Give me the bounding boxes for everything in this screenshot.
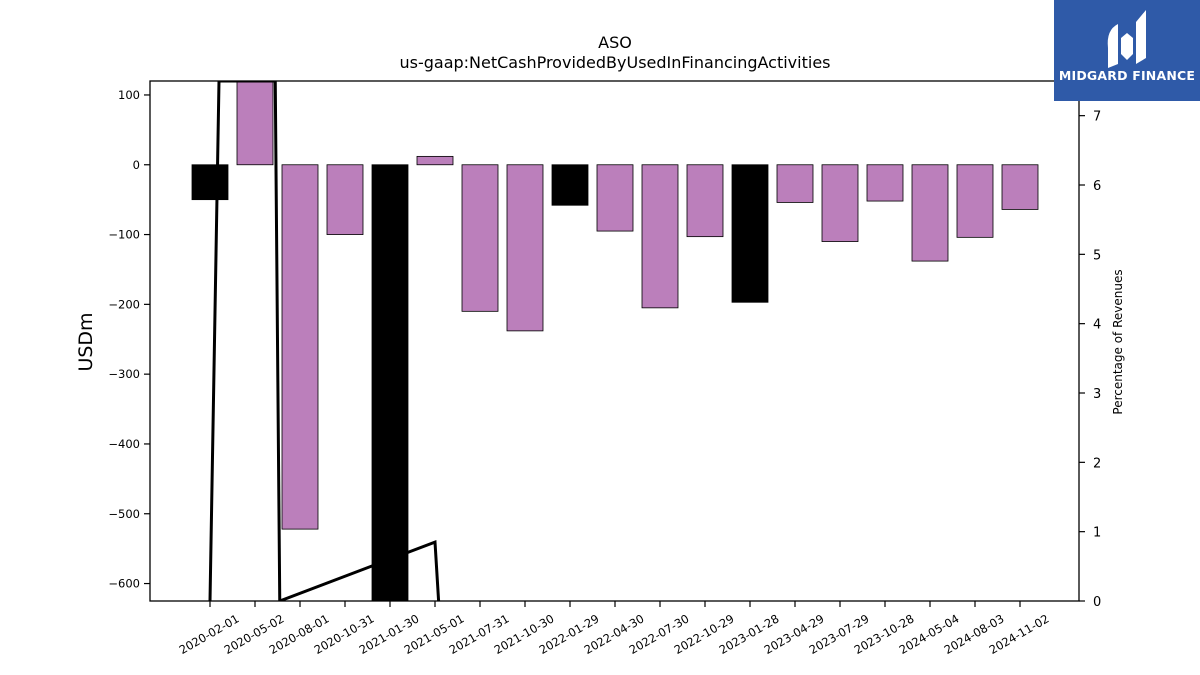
bar-2024-11-02 [1001,164,1039,210]
bar-2024-08-03 [956,164,994,238]
bar-2023-04-29 [776,164,814,203]
y-tick-label: −600 [108,577,140,591]
y-axis-label: USDm [75,312,97,371]
bar-2023-07-29 [821,164,859,242]
logo-text: MIDGARD FINANCE [1058,68,1196,83]
bar-2023-01-28 [731,164,769,303]
bar-2022-01-29 [551,164,589,206]
y-tick-label: −200 [108,297,140,311]
y-tick-label: 100 [118,88,140,102]
y2-tick-label: 1 [1093,526,1101,541]
bar-2021-07-31 [461,164,499,312]
bar-2022-07-30 [641,164,679,309]
chart-title: ASO [598,33,632,52]
bar-2021-10-30 [506,164,544,332]
y-tick-label: −400 [108,437,140,451]
y-tick-label: 0 [133,158,140,172]
chart-subtitle: us-gaap:NetCashProvidedByUsedInFinancing… [399,53,830,72]
bar-2020-10-31 [326,164,364,235]
percentage-line-group [208,81,441,601]
y2-tick-label: 6 [1093,179,1101,194]
bar-2020-02-01 [191,164,229,201]
bars-group [191,81,1039,601]
y2-tick-label: 3 [1093,387,1101,402]
y-tick-label: −100 [108,228,140,242]
y2-tick-label: 2 [1093,456,1101,471]
bar-2021-05-01 [416,155,454,166]
y-tick-label: −500 [108,507,140,521]
logo-mark-icon [1107,10,1146,68]
bar-2022-04-30 [596,164,634,232]
bar-2024-05-04 [911,164,949,262]
midgard-finance-logo: MIDGARD FINANCE [1054,0,1200,101]
bar-2022-10-29 [686,164,724,238]
bar-2020-08-01 [281,164,319,530]
y2-tick-label: 7 [1093,110,1101,125]
y2-tick-label: 5 [1093,248,1101,263]
y-tick-label: −300 [108,367,140,381]
bar-2021-01-30 [371,164,409,601]
y2-axis-label: Percentage of Revenues [1111,269,1125,414]
bar-2023-10-28 [866,164,904,202]
bar-2020-05-02 [236,81,274,166]
y2-tick-label: 0 [1093,595,1101,610]
percentage-of-revenues-line [208,81,441,601]
y2-tick-label: 4 [1093,318,1101,333]
